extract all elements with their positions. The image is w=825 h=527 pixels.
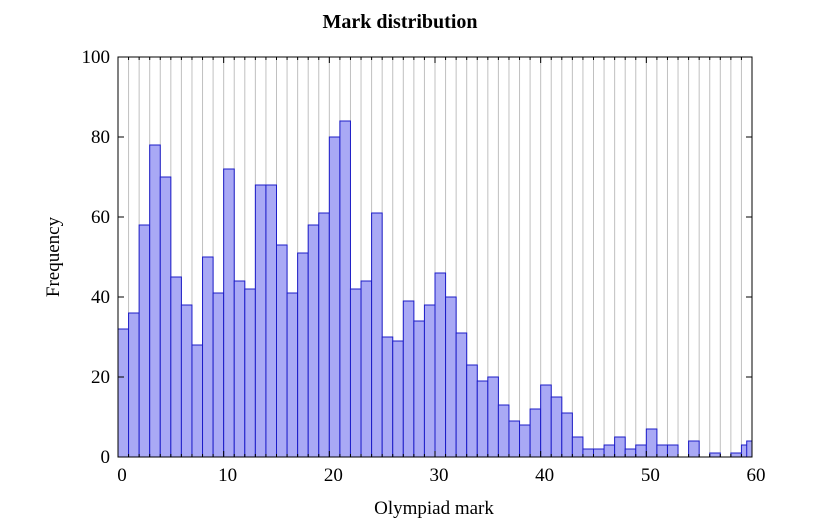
histogram-bar bbox=[593, 448, 605, 458]
chart-title: Mark distribution bbox=[322, 11, 477, 33]
histogram-bar bbox=[487, 376, 499, 458]
y-axis-label: Frequency bbox=[43, 216, 64, 297]
histogram-bar bbox=[709, 452, 721, 458]
histogram-bar bbox=[286, 292, 299, 458]
histogram-bar bbox=[328, 136, 341, 458]
histogram-bar bbox=[561, 412, 573, 458]
histogram-bar bbox=[233, 280, 246, 458]
histogram-bar bbox=[349, 288, 362, 458]
histogram-bar bbox=[656, 444, 668, 458]
histogram-bar bbox=[381, 336, 394, 458]
histogram-bar bbox=[730, 452, 742, 458]
histogram-bar bbox=[423, 304, 436, 458]
histogram-bar bbox=[371, 212, 383, 458]
histogram-bar bbox=[159, 176, 172, 458]
histogram-bar bbox=[138, 224, 151, 458]
histogram-bar bbox=[117, 328, 130, 458]
histogram-bar bbox=[666, 444, 679, 458]
histogram-bar bbox=[149, 144, 161, 458]
x-tick-label: 0 bbox=[117, 465, 127, 486]
y-tick-label: 60 bbox=[91, 207, 110, 228]
histogram-bar bbox=[223, 168, 235, 458]
histogram-bar bbox=[392, 340, 404, 458]
histogram-bar bbox=[529, 408, 542, 458]
y-tick-label: 0 bbox=[101, 447, 111, 468]
histogram-bar bbox=[466, 364, 478, 458]
y-tick-label: 20 bbox=[91, 367, 110, 388]
histogram-bar bbox=[746, 440, 753, 458]
histogram-bar bbox=[519, 424, 531, 458]
histogram-bar bbox=[582, 448, 595, 458]
histogram-bar bbox=[297, 252, 309, 458]
histogram-bar bbox=[413, 320, 425, 458]
histogram-bar bbox=[202, 256, 214, 458]
histogram-bar bbox=[688, 440, 700, 458]
histogram-bar bbox=[603, 444, 616, 458]
histogram-bar bbox=[254, 184, 267, 458]
histogram-bar bbox=[455, 332, 468, 458]
x-tick-label: 30 bbox=[430, 465, 449, 486]
histogram-bar bbox=[624, 448, 637, 458]
histogram-bar bbox=[360, 280, 373, 458]
histogram-bar bbox=[614, 436, 626, 458]
x-axis-label: Olympiad mark bbox=[374, 498, 494, 519]
histogram-bar bbox=[645, 428, 658, 458]
y-tick-label: 100 bbox=[82, 47, 111, 68]
histogram-bar bbox=[339, 120, 351, 458]
bars bbox=[117, 120, 753, 458]
x-tick-label: 40 bbox=[535, 465, 554, 486]
histogram-bar bbox=[571, 436, 584, 458]
y-tick-label: 80 bbox=[91, 127, 110, 148]
histogram-bar bbox=[318, 212, 330, 458]
histogram-bar bbox=[508, 420, 521, 458]
y-tick-label: 40 bbox=[91, 287, 110, 308]
histogram-bar bbox=[244, 288, 256, 458]
histogram-bar bbox=[445, 296, 457, 458]
histogram-bar bbox=[170, 276, 182, 458]
x-tick-label: 60 bbox=[747, 465, 766, 486]
histogram-bar bbox=[307, 224, 320, 458]
histogram-bar bbox=[434, 272, 447, 458]
histogram-bar bbox=[191, 344, 204, 458]
histogram-bar bbox=[540, 384, 552, 458]
histogram-bar bbox=[128, 312, 140, 458]
histogram-bar bbox=[265, 184, 277, 458]
axes bbox=[117, 56, 753, 458]
histogram-bar bbox=[180, 304, 193, 458]
histogram-bar bbox=[276, 244, 288, 458]
tick-labels: 0 10 20 30 40 50 60 0 20 40 60 80 100 bbox=[82, 47, 766, 486]
histogram-bar bbox=[550, 396, 563, 458]
histogram-bar bbox=[476, 380, 489, 458]
histogram-bar bbox=[212, 292, 225, 458]
x-tick-label: 20 bbox=[324, 465, 343, 486]
x-tick-label: 50 bbox=[641, 465, 660, 486]
x-tick-label: 10 bbox=[218, 465, 237, 486]
histogram-bar bbox=[635, 444, 647, 458]
histogram-bar bbox=[402, 300, 415, 458]
histogram-bar bbox=[497, 404, 510, 458]
